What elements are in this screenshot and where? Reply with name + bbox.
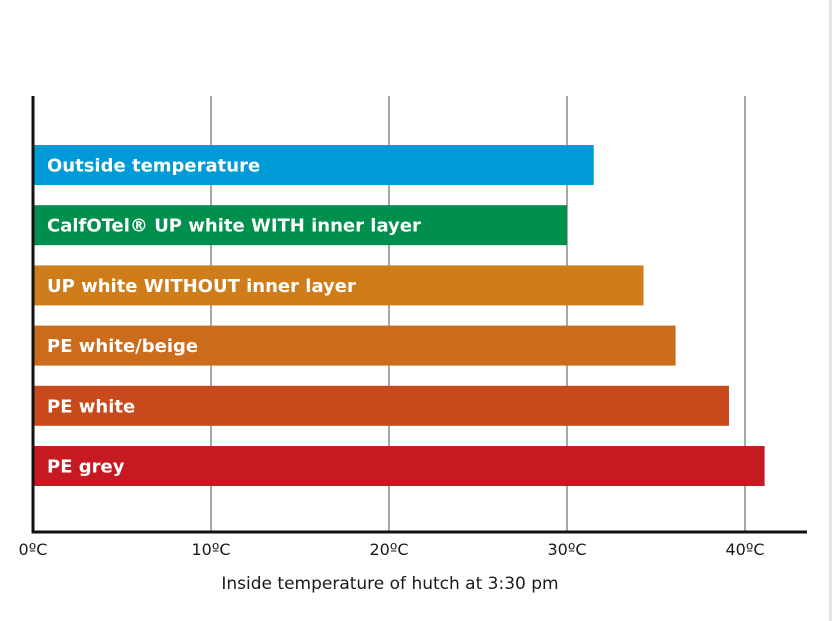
- bar-3: [33, 265, 644, 306]
- bars: Outside temperature CalfOTel® UP white WI…: [33, 145, 765, 486]
- bar-label-6: PE grey: [47, 457, 125, 478]
- tick-labels: 0ºC 10ºC 20ºC 30ºC 40ºC: [19, 540, 765, 559]
- tick-label-0: 0ºC: [19, 540, 48, 559]
- axes: [31, 96, 807, 534]
- bar-5: [33, 385, 729, 426]
- bar-label-5: PE white: [47, 396, 135, 417]
- window-edge: [829, 0, 832, 621]
- bar-2: [33, 205, 567, 246]
- bar-label-1: Outside temperature: [47, 156, 260, 177]
- bar-label-3: UP white WITHOUT inner layer: [47, 276, 356, 297]
- tick-label-40: 40ºC: [725, 540, 764, 559]
- tick-label-30: 30ºC: [547, 540, 586, 559]
- bar-label-4: PE white/beige: [47, 336, 198, 357]
- bar-label-2: CalfOTel® UP white WITH inner layer: [47, 216, 421, 237]
- bar-4: [33, 325, 676, 366]
- tick-label-10: 10ºC: [191, 540, 230, 559]
- x-axis-title: Inside temperature of hutch at 3:30 pm: [221, 574, 558, 594]
- bar-6: [33, 446, 765, 486]
- tick-label-20: 20ºC: [369, 540, 408, 559]
- bar-1: [33, 145, 594, 185]
